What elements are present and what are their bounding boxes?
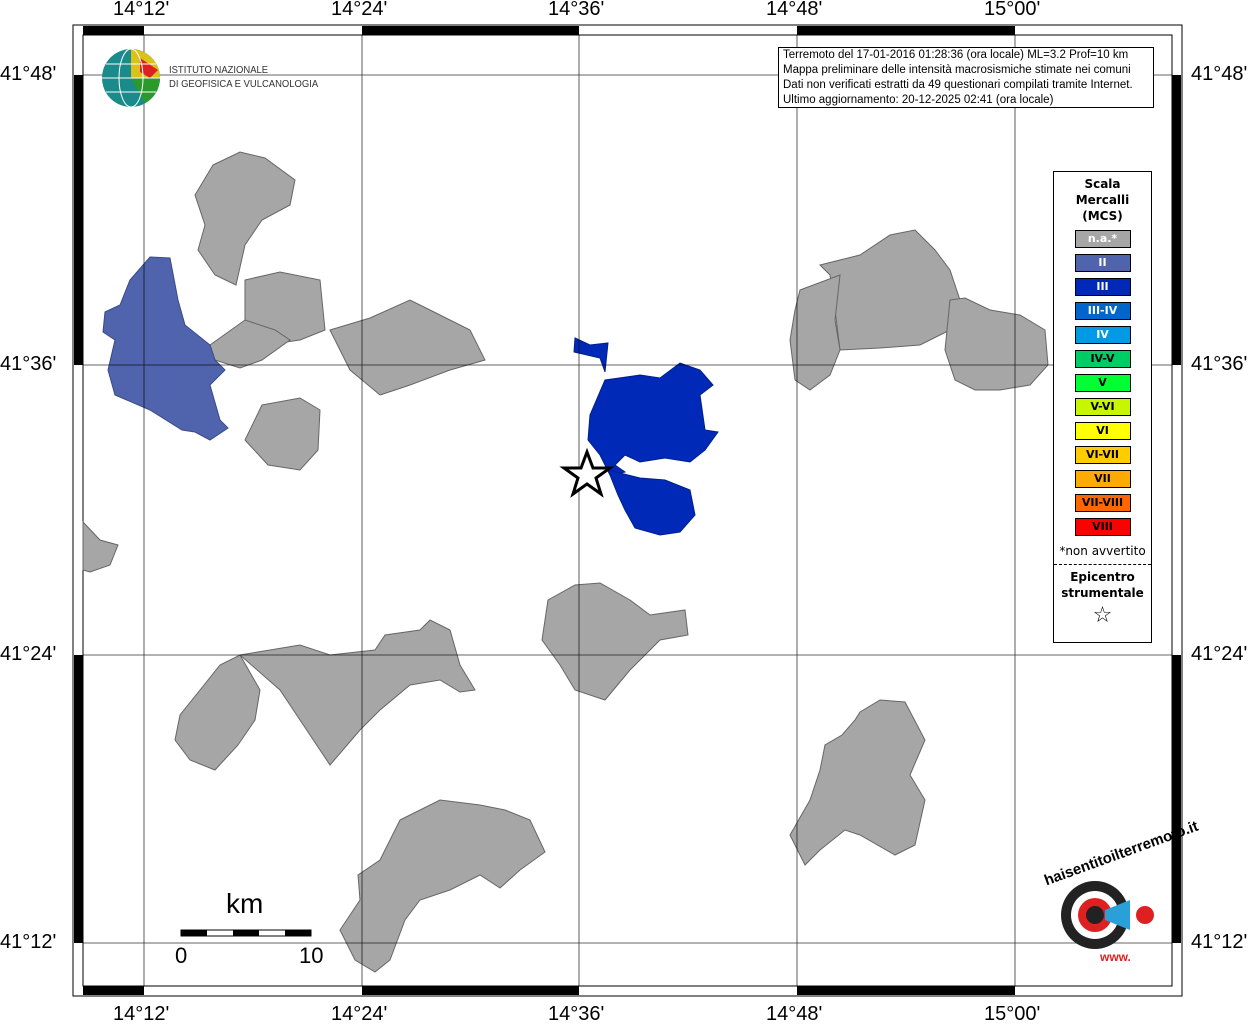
legend-star-icon: ☆ <box>1092 603 1113 628</box>
legend-swatches: n.a.* II III III-IV IV IV-V V V-VI VI VI-VII VII VI… <box>1054 230 1151 536</box>
lon-label: 15°00' <box>984 0 1041 20</box>
info-line: Mappa preliminare delle intensità macros… <box>783 64 1131 76</box>
legend-swatch-vi: VI <box>1074 422 1131 440</box>
lon-label: 14°12' <box>113 1003 170 1024</box>
ingv-logo-icon <box>102 48 160 108</box>
lat-label: 41°48' <box>1191 63 1248 85</box>
legend-swatch-iii: III <box>1074 278 1131 296</box>
legend-title: Scala Mercalli (MCS) <box>1054 176 1151 224</box>
legend-swatch-viii: VIII <box>1074 518 1131 536</box>
lat-label: 41°36' <box>0 353 57 375</box>
legend-epicenter-line: strumentale <box>1061 586 1144 600</box>
brand-www: www. <box>1100 950 1131 964</box>
info-line: Terremoto del 17-01-2016 01:28:36 (ora l… <box>783 49 1129 61</box>
epicenter-star-icon <box>559 447 615 498</box>
legend-swatch-vii: VII <box>1074 470 1131 488</box>
region-intensity-iii <box>573 337 719 536</box>
ingv-logo-line1: ISTITUTO NAZIONALE <box>169 64 269 76</box>
lat-label: 41°24' <box>1191 643 1248 665</box>
legend-swatch-vii-viii: VII-VIII <box>1074 494 1131 512</box>
legend-title-line: Mercalli <box>1075 193 1130 207</box>
scale-bar <box>180 929 312 937</box>
legend-divider <box>1054 564 1151 565</box>
lon-label: 14°24' <box>331 1003 388 1024</box>
municipalities-na <box>82 151 1049 973</box>
scale-max: 10 <box>299 943 324 968</box>
lat-label: 41°48' <box>0 63 57 85</box>
info-line: Dati non verificati estratti da 49 quest… <box>783 79 1133 91</box>
haisentito-logo-icon <box>1061 881 1154 949</box>
legend-swatch-iv-v: IV-V <box>1074 350 1131 368</box>
lon-label: 14°36' <box>548 1003 605 1024</box>
lon-label: 14°48' <box>766 1003 823 1024</box>
info-line: Ultimo aggiornamento: 20-12-2025 02:41 (… <box>783 94 1054 106</box>
legend-swatch-iv: IV <box>1074 326 1131 344</box>
event-info-box: Terremoto del 17-01-2016 01:28:36 (ora l… <box>778 47 1154 108</box>
lon-label: 14°12' <box>113 0 170 20</box>
region-intensity-ii <box>102 256 229 441</box>
lat-label: 41°12' <box>1191 931 1248 953</box>
lat-label: 41°12' <box>0 931 57 953</box>
frame-ticks <box>74 26 1181 995</box>
lon-label: 14°24' <box>331 0 388 20</box>
scale-min: 0 <box>175 943 188 968</box>
lon-label: 15°00' <box>984 1003 1041 1024</box>
lon-label: 14°36' <box>548 0 605 20</box>
scale-unit: km <box>226 888 264 919</box>
lon-label: 14°48' <box>766 0 823 20</box>
legend-title-line: Scala <box>1084 177 1121 191</box>
legend-swatch-v: V <box>1074 374 1131 392</box>
lat-label: 41°36' <box>1191 353 1248 375</box>
lat-label: 41°24' <box>0 643 57 665</box>
ingv-logo-line2: DI GEOFISICA E VULCANOLOGIA <box>169 78 319 90</box>
legend-swatch-v-vi: V-VI <box>1074 398 1131 416</box>
mcs-legend: Scala Mercalli (MCS) n.a.* II III III-IV IV I… <box>1053 171 1152 643</box>
legend-note: *non avvertito <box>1059 544 1146 558</box>
legend-swatch-ii: II <box>1074 254 1131 272</box>
legend-title-line: (MCS) <box>1082 209 1123 223</box>
legend-swatch-n-a-: n.a.* <box>1074 230 1131 248</box>
legend-swatch-vi-vii: VI-VII <box>1074 446 1131 464</box>
legend-swatch-iii-iv: III-IV <box>1074 302 1131 320</box>
legend-epicenter-line: Epicentro <box>1070 570 1135 584</box>
legend-epicenter-label: Epicentro strumentale <box>1054 569 1151 601</box>
